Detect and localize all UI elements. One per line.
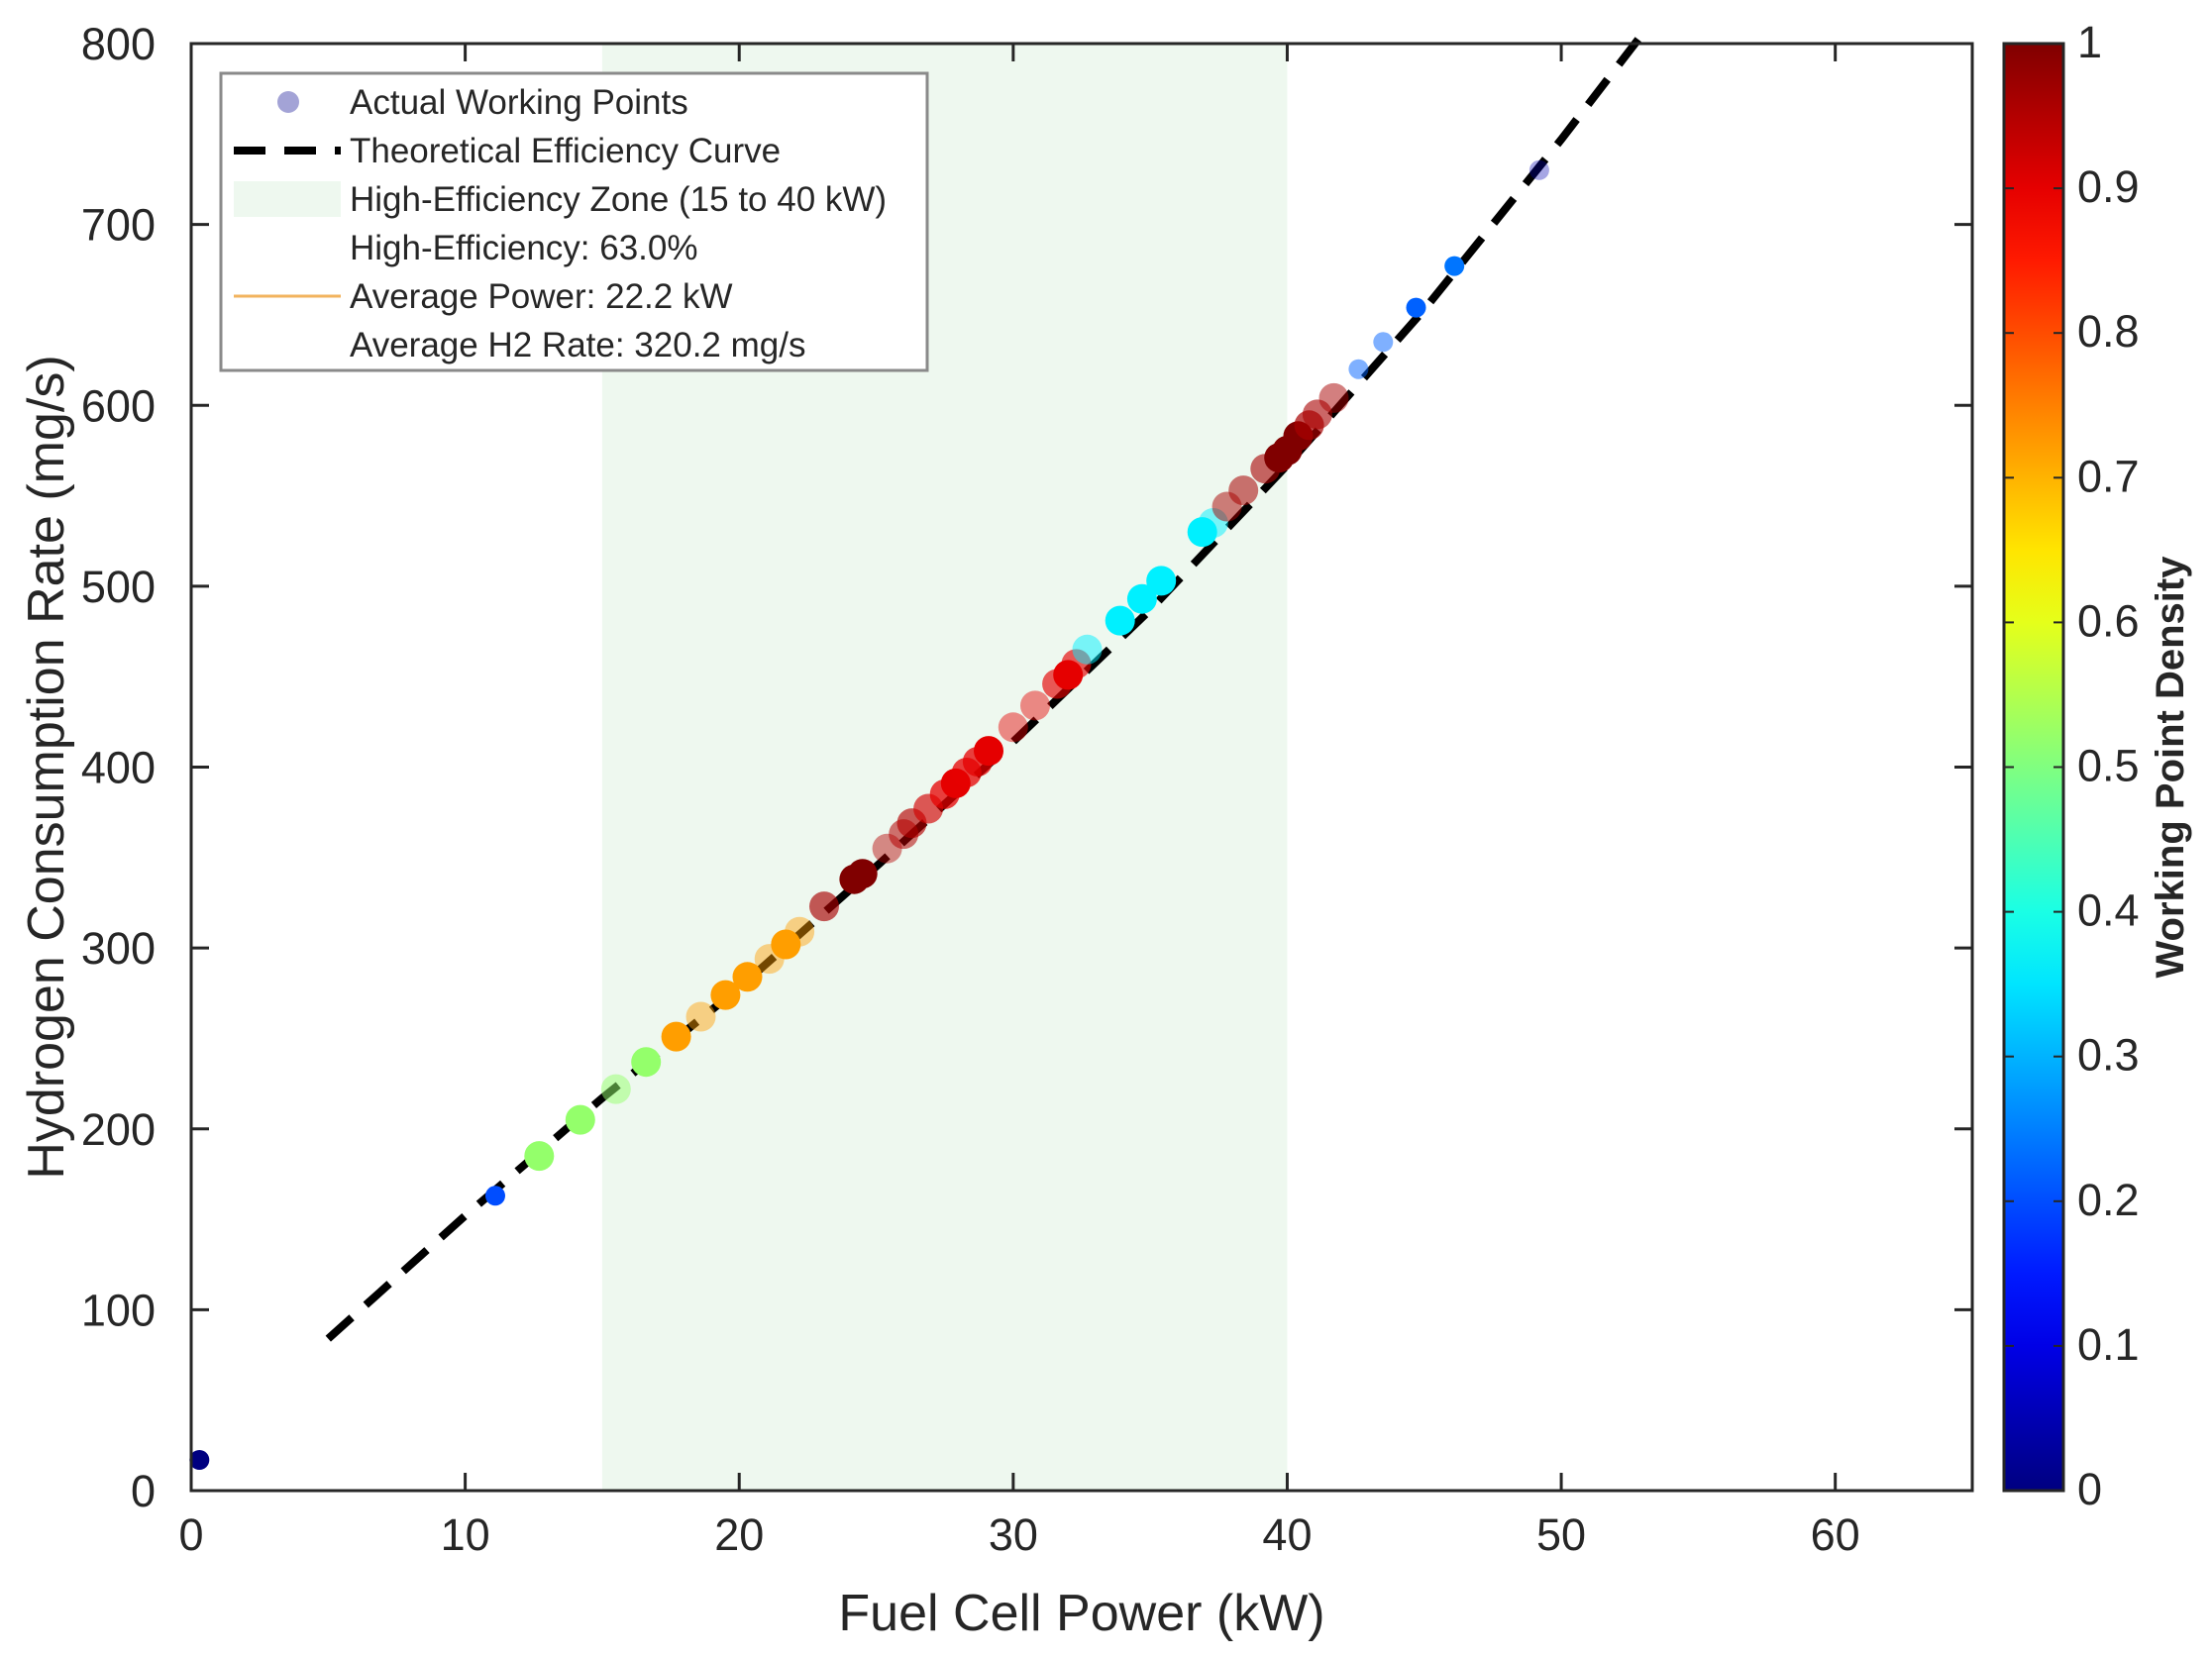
colorbar-tick-label: 0.2 (2077, 1175, 2140, 1225)
colorbar-tick-label: 0.6 (2077, 595, 2140, 646)
working-point (710, 980, 741, 1010)
theoretical-efficiency-curve (325, 23, 1652, 1342)
x-tick-label: 50 (1536, 1509, 1586, 1560)
y-tick-label: 500 (81, 562, 156, 612)
legend-label: Average H2 Rate: 320.2 mg/s (350, 326, 805, 364)
y-tick-label: 0 (131, 1466, 156, 1516)
y-axis-title: Hydrogen Consumption Rate (mg/s) (18, 355, 75, 1179)
colorbar-tick-label: 0.9 (2077, 161, 2140, 212)
working-point (1072, 634, 1103, 665)
legend-label: Average Power: 22.2 kW (350, 277, 733, 316)
working-point (1105, 605, 1135, 636)
working-point (998, 712, 1028, 743)
colorbar-tick-label: 0.7 (2077, 451, 2140, 501)
working-point (785, 916, 815, 947)
working-point (661, 1021, 691, 1052)
working-point (189, 1450, 210, 1470)
x-tick-label: 30 (989, 1509, 1038, 1560)
legend-label: High-Efficiency Zone (15 to 40 kW) (350, 180, 887, 219)
working-point (847, 859, 878, 889)
working-point (600, 1074, 631, 1104)
working-point (685, 1001, 716, 1032)
working-point (1444, 256, 1465, 276)
working-point (1373, 332, 1394, 353)
colorbar-tick-label: 0.5 (2077, 741, 2140, 791)
working-point (1228, 475, 1259, 506)
working-point (732, 962, 763, 992)
colorbar-tick-label: 0 (2077, 1464, 2102, 1514)
colorbar-tick-label: 0.8 (2077, 306, 2140, 357)
y-tick-label: 200 (81, 1104, 156, 1155)
legend-label: Actual Working Points (350, 83, 688, 122)
working-point (485, 1186, 505, 1206)
x-tick-label: 20 (714, 1509, 764, 1560)
x-tick-label: 0 (178, 1509, 203, 1560)
working-point (809, 891, 839, 922)
x-tick-label: 40 (1262, 1509, 1312, 1560)
working-point (1126, 583, 1157, 614)
x-tick-label: 60 (1811, 1509, 1860, 1560)
legend-label: High-Efficiency: 63.0% (350, 229, 697, 267)
working-point (631, 1047, 662, 1078)
colorbar-tick-label: 1 (2077, 17, 2102, 67)
y-tick-label: 600 (81, 380, 156, 431)
y-tick-label: 100 (81, 1285, 156, 1335)
x-tick-label: 10 (441, 1509, 490, 1560)
x-axis-title: Fuel Cell Power (kW) (838, 1585, 1324, 1642)
working-point (974, 736, 1003, 767)
working-point (1348, 359, 1369, 379)
legend-symbol-patch (234, 181, 341, 217)
y-tick-label: 700 (81, 200, 156, 251)
legend-box (219, 71, 929, 372)
y-tick-label: 300 (81, 923, 156, 974)
working-point (1146, 566, 1177, 596)
colorbar-tick-label: 0.3 (2077, 1030, 2140, 1081)
colorbar-tick-label: 0.4 (2077, 885, 2140, 936)
working-point (565, 1104, 595, 1135)
working-point (1406, 297, 1426, 318)
working-point (1020, 690, 1050, 721)
colorbar-tick-label: 0.1 (2077, 1319, 2140, 1370)
legend-label: Theoretical Efficiency Curve (350, 132, 781, 170)
working-point (771, 929, 801, 960)
working-point (1528, 159, 1549, 180)
colorbar-title: Working Point Density (2149, 556, 2192, 979)
working-point (524, 1141, 555, 1172)
legend-symbol-dot (277, 91, 299, 113)
y-tick-label: 800 (81, 19, 156, 69)
working-point (1318, 382, 1349, 413)
y-tick-label: 400 (81, 743, 156, 793)
